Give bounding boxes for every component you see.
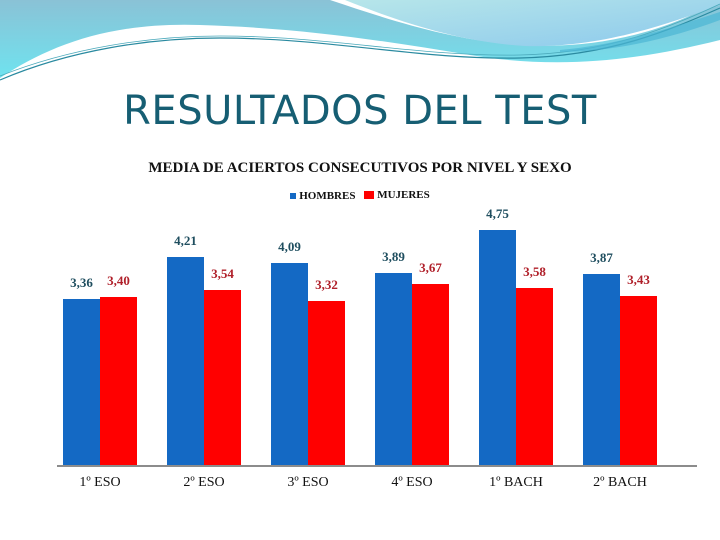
bar-hombres [479,230,516,465]
data-label-mujeres: 3,43 [627,271,650,287]
legend-label-hombres: HOMBRES [299,190,356,202]
bar-mujeres [308,300,345,465]
legend-item-hombres: HOMBRES [290,190,355,202]
bar-mujeres [204,290,241,465]
data-label-hombres: 3,87 [590,249,613,265]
bar-hombres [583,273,620,465]
bar-hombres [63,299,100,465]
x-axis-category-label: 4º ESO [391,475,433,490]
data-label-hombres: 4,75 [486,206,509,222]
bar-mujeres [620,295,657,465]
legend-swatch-mujeres [364,191,375,199]
legend-item-mujeres: MUJERES [364,189,430,201]
x-axis-category-label: 2º BACH [593,475,647,490]
data-label-mujeres: 3,67 [419,259,442,275]
bar-hombres [375,272,412,465]
bar-chart-plot-area: 3,36 3,40 4,21 3,54 4,09 3,32 3,89 3,67 4,75 3,58… [50,200,697,467]
bar-mujeres [100,297,137,465]
chart-title: MEDIA DE ACIERTOS CONSECUTIVOS POR NIVEL… [148,160,572,176]
legend-swatch-hombres [290,193,297,199]
x-axis-line [57,465,697,467]
data-label-hombres: 4,21 [174,233,197,249]
legend-label-mujeres: MUJERES [377,189,430,201]
slide-title: RESULTADOS DEL TEST [123,88,597,134]
data-label-mujeres: 3,32 [315,276,338,292]
x-axis-category-label: 1º BACH [489,475,543,490]
x-axis-category-label: 1º ESO [79,475,121,490]
x-axis-category-label: 2º ESO [183,475,225,490]
bar-mujeres [516,288,553,465]
data-label-mujeres: 3,40 [107,273,130,289]
x-axis-category-label: 3º ESO [287,475,329,490]
bar-mujeres [412,283,449,465]
bar-hombres [167,257,204,465]
header-wave-decoration [0,0,720,81]
data-label-mujeres: 3,58 [523,264,546,280]
chart-legend: HOMBRES MUJERES [0,189,720,202]
data-label-hombres: 4,09 [278,238,301,254]
data-label-hombres: 3,36 [70,275,93,291]
data-label-hombres: 3,89 [382,248,405,264]
data-label-mujeres: 3,54 [211,266,234,282]
bar-hombres [271,262,308,465]
